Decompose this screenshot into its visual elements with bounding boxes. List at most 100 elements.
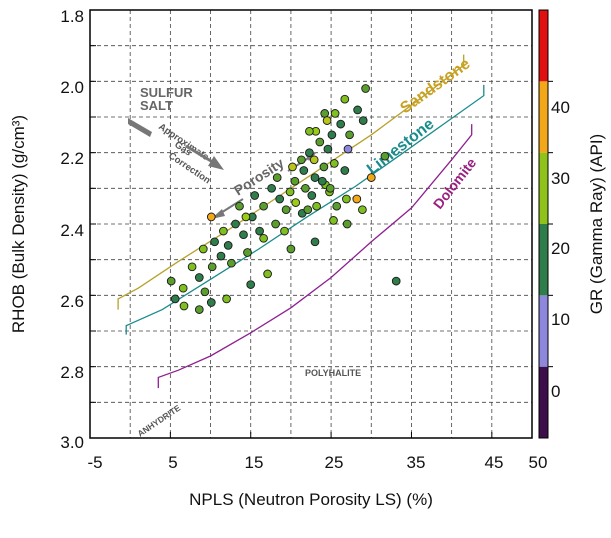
- data-point: [322, 116, 332, 125]
- data-point: [241, 212, 251, 222]
- data-point: [275, 194, 285, 204]
- data-point: [332, 201, 342, 211]
- y-tick-label: 3.0: [60, 433, 84, 452]
- colorbar-band: [539, 152, 548, 224]
- data-point: [285, 187, 295, 197]
- data-point: [305, 148, 314, 158]
- gridlines: [90, 10, 532, 438]
- y-tick-label: 2.0: [60, 78, 84, 97]
- data-point: [325, 183, 335, 193]
- data-point: [343, 144, 353, 154]
- data-point: [219, 226, 228, 236]
- data-point: [259, 201, 268, 211]
- data-point: [223, 241, 233, 250]
- colorbar-tick-label: 40: [551, 98, 570, 117]
- data-point: [303, 205, 313, 215]
- data-point: [391, 276, 401, 286]
- colorbar-tick-label: 10: [551, 310, 570, 329]
- data-point: [288, 162, 297, 172]
- data-point: [280, 226, 289, 236]
- x-tick-labels: -5 5 15 25 35 45 50: [87, 453, 547, 472]
- data-point: [200, 287, 210, 297]
- data-point: [243, 248, 252, 257]
- colorbar-title: GR (Gamma Ray) (API): [587, 134, 606, 314]
- annotation-arrows: [128, 118, 317, 219]
- data-point: [210, 237, 219, 247]
- data-point: [222, 294, 231, 304]
- x-tick-label: 25: [325, 453, 344, 472]
- data-point: [231, 219, 240, 229]
- data-point: [272, 173, 282, 182]
- data-point: [178, 283, 188, 293]
- data-point: [246, 280, 256, 289]
- colorbar-tick-label: 0: [551, 382, 560, 401]
- data-point: [315, 137, 325, 147]
- annotation-sulfur: SULFUR: [140, 85, 193, 100]
- data-point: [250, 191, 260, 200]
- data-point: [194, 273, 204, 282]
- y-tick-label: 2.8: [60, 363, 84, 382]
- lithology-lines: [117, 54, 485, 389]
- data-point: [206, 298, 216, 307]
- colorbar-band: [539, 295, 548, 367]
- data-point: [286, 244, 296, 254]
- data-point: [352, 194, 362, 204]
- data-point: [323, 144, 333, 154]
- data-point: [206, 212, 216, 222]
- data-point: [170, 294, 180, 304]
- lithology-line-sandstone: [117, 54, 465, 310]
- plot-frame: [89, 9, 533, 439]
- data-point: [380, 151, 390, 161]
- data-point: [329, 159, 339, 168]
- y-tick-label: 1.8: [60, 7, 84, 26]
- y-axis-title: RHOB (Bulk Density) (g/cm³): [9, 115, 28, 333]
- annotation-salt: SALT: [140, 98, 173, 113]
- x-axis-title: NPLS (Neutron Porosity LS) (%): [189, 490, 433, 509]
- data-point: [166, 276, 176, 286]
- data-points: [166, 84, 401, 314]
- x-tick-label: 15: [245, 453, 264, 472]
- data-point: [216, 251, 226, 261]
- y-tick-labels: 1.8 2.0 2.2 2.4 2.6 2.8 3.0: [60, 7, 84, 452]
- data-point: [281, 205, 291, 215]
- colorbar-band: [539, 366, 548, 438]
- sulfur-salt-marker: [128, 118, 152, 137]
- data-point: [353, 105, 362, 115]
- x-tick-label: 50: [529, 453, 548, 472]
- data-point: [307, 191, 317, 200]
- lithology-line-dolomite: [157, 124, 473, 389]
- data-point: [358, 205, 367, 215]
- data-point: [259, 233, 268, 243]
- data-point: [239, 230, 248, 240]
- data-point: [330, 109, 340, 118]
- colorbar-tick-labels: 0 10 20 30 40: [551, 98, 570, 401]
- colorbar-tick-label: 20: [551, 239, 570, 258]
- data-point: [340, 166, 350, 175]
- y-tick-label: 2.2: [60, 149, 84, 168]
- data-point: [366, 173, 376, 182]
- annotation-polyhalite: POLYHALITE: [305, 368, 361, 378]
- lithology-line-limestone: [125, 84, 485, 335]
- data-point: [336, 119, 346, 129]
- data-point: [317, 176, 327, 186]
- x-tick-label: 35: [407, 453, 426, 472]
- data-point: [305, 126, 314, 136]
- y-tick-label: 2.6: [60, 292, 84, 311]
- colorbar: [538, 9, 553, 439]
- data-point: [320, 109, 330, 118]
- data-point: [309, 155, 319, 165]
- data-point: [290, 176, 300, 186]
- gas-correction-arrow-head: [208, 156, 224, 170]
- data-point: [310, 237, 320, 247]
- colorbar-band: [539, 10, 548, 82]
- data-point: [327, 130, 337, 140]
- data-point: [319, 162, 329, 172]
- data-point: [312, 201, 321, 211]
- data-point: [187, 262, 197, 272]
- data-point: [342, 194, 351, 204]
- data-point: [207, 262, 217, 272]
- x-tick-label: -5: [87, 453, 102, 472]
- data-point: [342, 219, 352, 229]
- data-point: [263, 269, 272, 279]
- colorbar-tick-label: 30: [551, 169, 570, 188]
